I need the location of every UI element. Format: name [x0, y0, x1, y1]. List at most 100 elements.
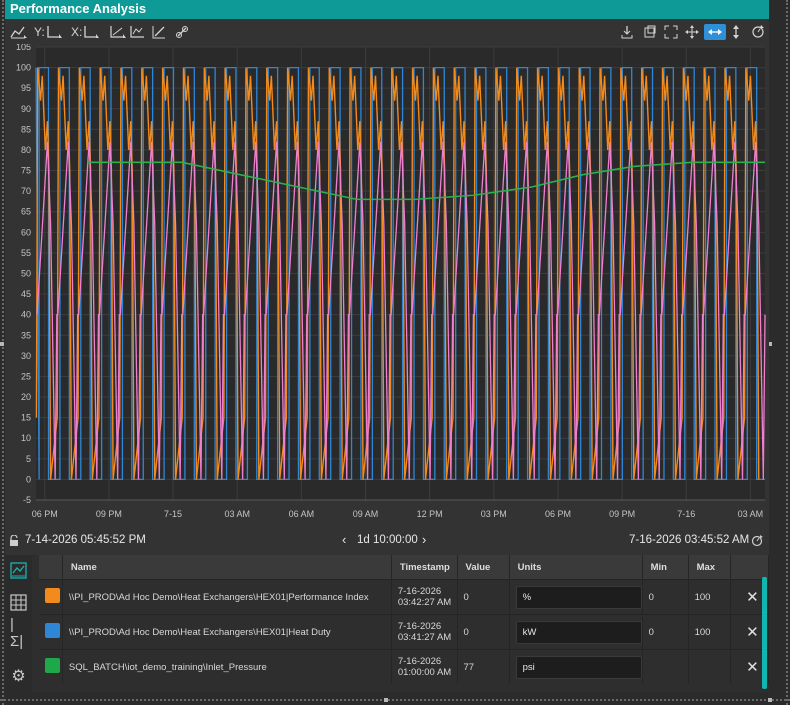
row-units-cell: kW	[509, 614, 643, 650]
table-row[interactable]: SQL_BATCH\iot_demo_training\Inlet_Pressu…	[39, 649, 770, 684]
row-time: 01:00:00 AM	[397, 667, 452, 678]
series-color-swatch[interactable]	[45, 588, 60, 603]
y-axis-label: Y:	[34, 25, 45, 39]
color-column-header	[39, 555, 63, 580]
y-tick-label: 75	[21, 166, 31, 176]
name-column-header[interactable]: Name	[62, 555, 392, 580]
gear-icon[interactable]: ⚙	[11, 667, 26, 685]
row-value: 77	[457, 649, 510, 684]
x-tick-label: 06 AM	[289, 509, 315, 519]
selection-border-left	[2, 0, 6, 705]
grid-table-icon[interactable]	[10, 594, 27, 611]
link-icon[interactable]	[175, 24, 189, 40]
x-axis-menu[interactable]: X:	[71, 24, 100, 40]
row-value: 0	[457, 614, 510, 650]
download-icon[interactable]	[620, 24, 634, 40]
zoom-horizontal-icon[interactable]	[704, 24, 726, 40]
fullscreen-icon[interactable]	[664, 24, 678, 40]
y-tick-label: 30	[21, 351, 31, 361]
table-header-row: Name Timestamp Value Units Min Max	[39, 555, 770, 580]
end-time[interactable]: 7-16-2026 03:45:52 AM	[629, 534, 750, 546]
y-tick-label: 15	[21, 413, 31, 423]
y-axis-menu[interactable]: Y:	[34, 24, 63, 40]
resize-handle-corner[interactable]	[768, 698, 772, 702]
pan-icon[interactable]	[685, 24, 699, 40]
x-tick-label: 09 PM	[609, 509, 635, 519]
row-min: 0	[642, 614, 689, 650]
x-tick-label: 09 PM	[96, 509, 122, 519]
max-column-header[interactable]: Max	[688, 555, 731, 580]
table-row[interactable]: \\PI_PROD\Ad Hoc Demo\Heat Exchangers\HE…	[39, 614, 770, 650]
table-row[interactable]: \\PI_PROD\Ad Hoc Demo\Heat Exchangers\HE…	[39, 579, 770, 615]
lock-icon[interactable]	[9, 535, 19, 547]
min-column-header[interactable]: Min	[642, 555, 689, 580]
resize-handle-left[interactable]	[0, 342, 4, 346]
y-tick-label: 35	[21, 330, 31, 340]
row-time: 03:41:27 AM	[397, 632, 452, 643]
trendline-icon[interactable]	[152, 24, 166, 40]
table-side-toolbar: |Σ| ⚙	[5, 555, 32, 692]
x-tick-label: 06 PM	[32, 509, 58, 519]
row-date: 7-16-2026	[397, 586, 442, 597]
chart-toolbar: Y: X:	[5, 20, 769, 44]
row-units-cell: %	[509, 579, 643, 615]
page-title: Performance Analysis	[10, 1, 147, 16]
sigma-icon[interactable]: |Σ|	[10, 615, 24, 650]
x-tick-label: 03 AM	[224, 509, 250, 519]
zoom-vertical-icon[interactable]	[731, 24, 741, 40]
x-tick-label: 06 PM	[545, 509, 571, 519]
table-scrollbar[interactable]	[762, 577, 767, 689]
trend-table-icon[interactable]	[10, 562, 27, 579]
y-tick-label: 60	[21, 227, 31, 237]
chart-type-icon[interactable]	[10, 24, 28, 40]
value-column-header[interactable]: Value	[457, 555, 510, 580]
trend-panel: Performance Analysis Y: X:	[5, 0, 770, 692]
row-timestamp: 7-16-2026 03:41:27 AM	[391, 614, 458, 650]
y-tick-label: 20	[21, 392, 31, 402]
y-tick-label: 50	[21, 269, 31, 279]
title-bar: Performance Analysis	[5, 0, 769, 19]
series-color-swatch[interactable]	[45, 658, 60, 673]
scale-y-icon[interactable]	[109, 24, 127, 40]
clock-icon[interactable]	[751, 535, 763, 547]
axis-icon	[47, 26, 62, 38]
series-color-swatch[interactable]	[45, 623, 60, 638]
prev-period-button[interactable]: ‹	[342, 532, 347, 547]
next-period-button[interactable]: ›	[422, 532, 427, 547]
snapshot-icon[interactable]	[643, 24, 657, 40]
row-time: 03:42:27 AM	[397, 597, 452, 608]
time-span[interactable]: 1d 10:00:00	[357, 534, 418, 546]
time-range-bar: 7-14-2026 05:45:52 PM ‹ 1d 10:00:00 › 7-…	[5, 530, 769, 552]
units-input[interactable]: kW	[515, 620, 642, 644]
start-time[interactable]: 7-14-2026 05:45:52 PM	[25, 534, 146, 546]
row-value: 0	[457, 579, 510, 615]
row-timestamp: 7-16-2026 03:42:27 AM	[391, 579, 458, 615]
x-tick-label: 03 AM	[738, 509, 764, 519]
axis-icon	[84, 26, 100, 38]
row-date: 7-16-2026	[397, 656, 442, 667]
scale-x-icon[interactable]	[129, 24, 147, 40]
y-tick-label: 55	[21, 248, 31, 258]
resize-handle-right[interactable]	[768, 342, 772, 346]
series-line-pink	[36, 141, 766, 480]
y-tick-label: 25	[21, 371, 31, 381]
units-input[interactable]: %	[515, 585, 642, 609]
row-units-cell: psi	[509, 649, 643, 684]
y-tick-label: 100	[16, 63, 31, 73]
trend-table: Name Timestamp Value Units Min Max \\PI_…	[39, 555, 770, 684]
resize-handle-bottom[interactable]	[384, 698, 388, 702]
timestamp-column-header[interactable]: Timestamp	[391, 555, 458, 580]
y-tick-label: 90	[21, 104, 31, 114]
refresh-icon[interactable]	[751, 24, 765, 40]
y-tick-label: -5	[23, 495, 31, 505]
trend-chart[interactable]: 1051009590858075706560555045403530252015…	[5, 44, 769, 522]
y-tick-label: 40	[21, 310, 31, 320]
selection-border-right	[786, 0, 790, 705]
x-tick-label: 03 PM	[481, 509, 507, 519]
x-tick-label: 7-16	[677, 509, 695, 519]
units-column-header[interactable]: Units	[509, 555, 643, 580]
units-input[interactable]: psi	[515, 655, 642, 679]
y-tick-label: 5	[26, 454, 31, 464]
y-tick-label: 95	[21, 83, 31, 93]
row-name: \\PI_PROD\Ad Hoc Demo\Heat Exchangers\HE…	[62, 614, 392, 650]
